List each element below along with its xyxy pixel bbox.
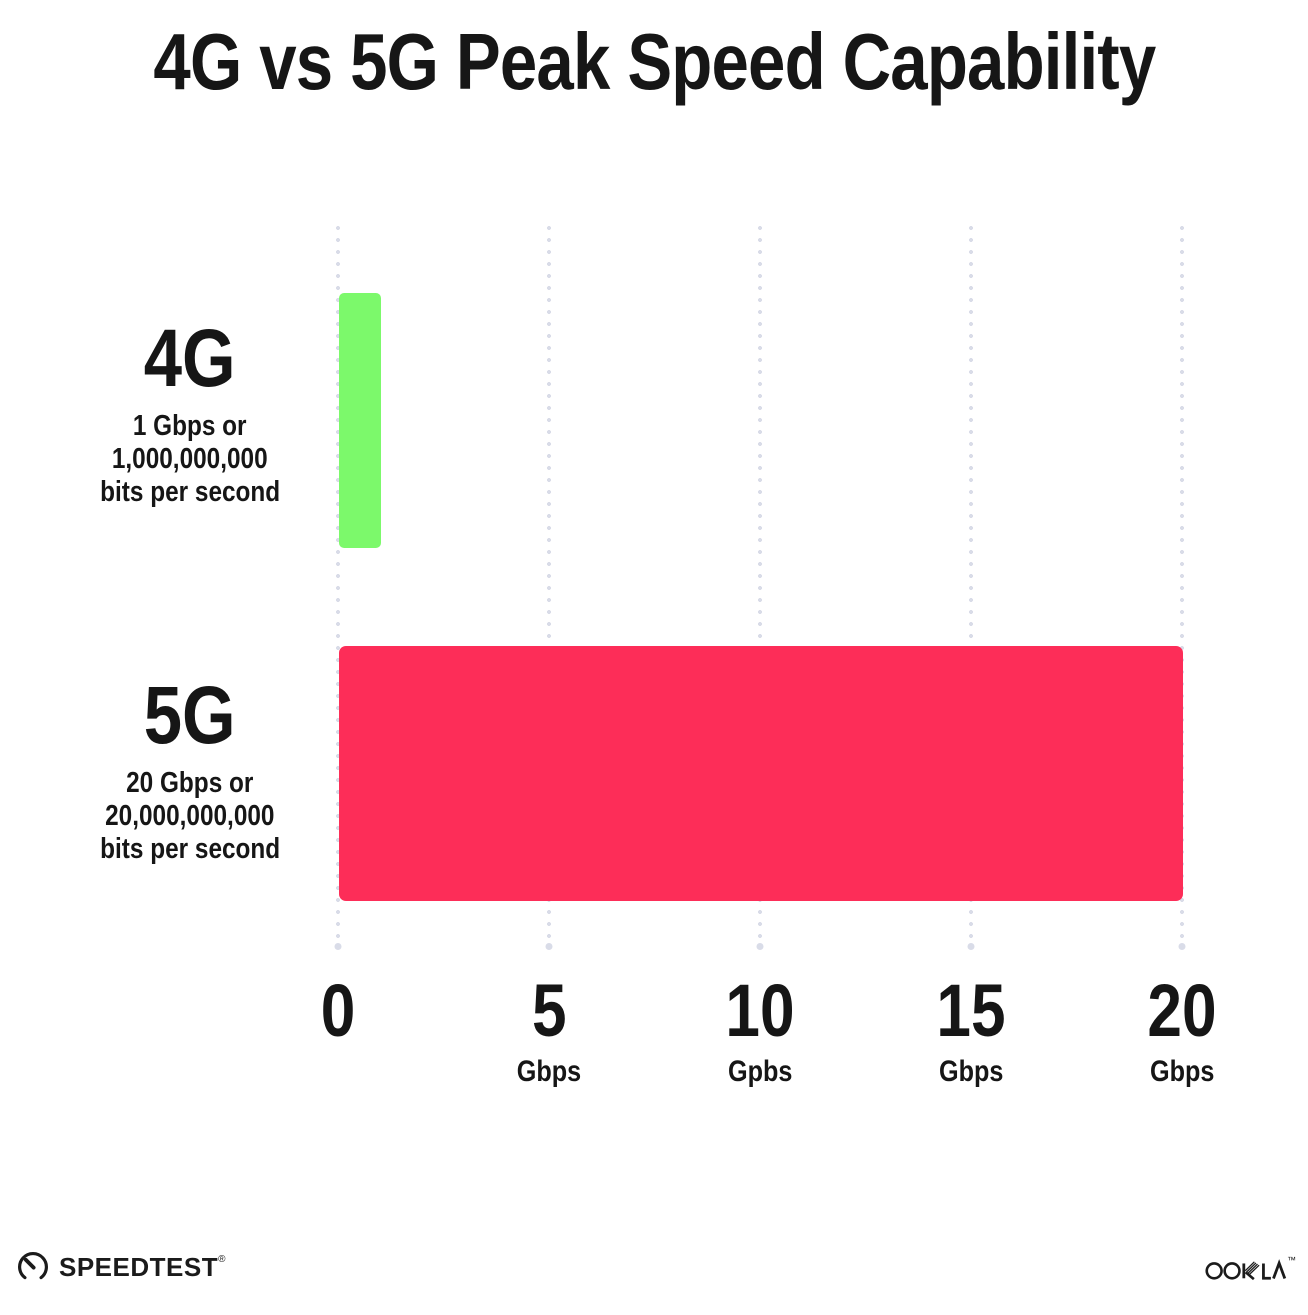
x-axis-tick-5: 5 Gbps [511, 974, 588, 1088]
bar-5g [339, 646, 1183, 901]
gridline-15 [969, 222, 973, 942]
speedtest-text: SPEEDTEST [59, 1251, 219, 1282]
sub-line: 1,000,000,000 [112, 443, 268, 475]
x-axis-tick-number: 20 [1147, 969, 1217, 1052]
gridline-0 [336, 222, 340, 942]
sub-line: 20 Gbps or [126, 767, 254, 799]
sub-line: 20,000,000,000 [105, 800, 275, 832]
sub-line: 1 Gbps or [133, 410, 247, 442]
x-axis-tick-number: 5 [531, 969, 567, 1052]
category-label-4g: 4G 1 Gbps or 1,000,000,000 bits per seco… [40, 318, 340, 509]
x-axis-tick-unit: Gbps [1149, 1055, 1215, 1088]
ookla-wordmark-icon [1205, 1259, 1287, 1281]
x-axis-tick-10: 10 Gpbs [719, 974, 801, 1088]
x-axis: 0 5 Gbps 10 Gpbs 15 Gbps 20 Gbps [321, 974, 1217, 1104]
x-axis-tick-15: 15 Gbps [930, 974, 1012, 1088]
title-container: 4G vs 5G Peak Speed Capability [0, 16, 1308, 108]
registered-mark: ® [218, 1253, 226, 1265]
x-axis-tick-number: 0 [320, 969, 356, 1052]
x-axis-tick-unit: Gpbs [727, 1055, 793, 1088]
gridline-10 [758, 222, 762, 942]
gridline-20 [1180, 222, 1184, 942]
x-axis-tick-unit: Gbps [516, 1055, 582, 1088]
sub-line: bits per second [99, 833, 281, 865]
trademark-mark: ™ [1287, 1255, 1296, 1265]
chart-title: 4G vs 5G Peak Speed Capability [153, 17, 1156, 106]
plot-area [336, 222, 1184, 948]
x-axis-tick-unit: Gbps [938, 1055, 1004, 1088]
x-axis-tick-0: 0 [317, 974, 358, 1088]
category-sub-4g: 1 Gbps or 1,000,000,000 bits per second [40, 410, 340, 509]
x-axis-tick-number: 15 [936, 969, 1006, 1052]
speedtest-gauge-icon [18, 1251, 48, 1280]
gridline-5 [547, 222, 551, 942]
category-name-4g: 4G [144, 313, 236, 404]
category-name-5g: 5G [144, 670, 236, 761]
category-sub-5g: 20 Gbps or 20,000,000,000 bits per secon… [40, 767, 340, 866]
x-axis-tick-20: 20 Gbps [1141, 974, 1223, 1088]
x-axis-tick-number: 10 [725, 969, 795, 1052]
speedtest-wordmark: SPEEDTEST® [59, 1252, 226, 1283]
ookla-logo: OOKLA ™ [1205, 1255, 1296, 1285]
sub-line: bits per second [99, 476, 281, 508]
category-label-5g: 5G 20 Gbps or 20,000,000,000 bits per se… [40, 675, 340, 866]
bar-4g [339, 293, 382, 548]
speedtest-logo: SPEEDTEST® [16, 1250, 226, 1284]
